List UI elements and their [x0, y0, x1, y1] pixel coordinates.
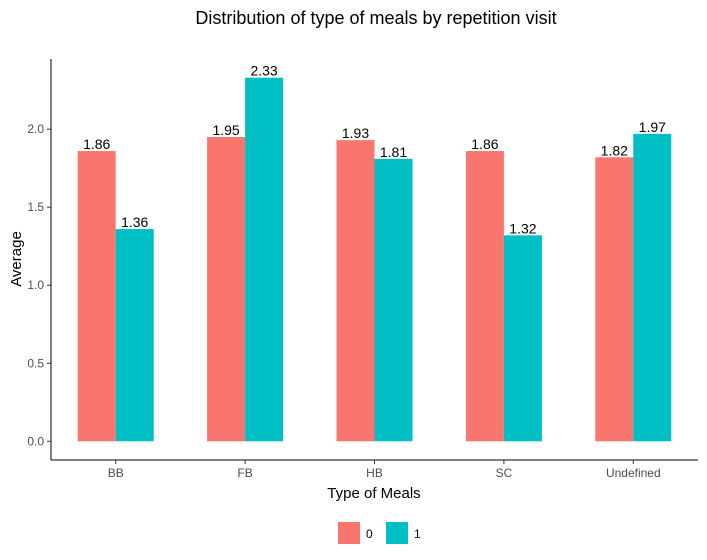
legend-key-series-1 [386, 522, 408, 544]
bar-bb-series-0 [77, 151, 116, 442]
x-tick-label-fb: FB [237, 466, 252, 480]
bar-undefined-series-1 [633, 133, 672, 442]
value-label-fb-series-0: 1.95 [212, 122, 239, 138]
y-ticks-layer: 0.0 0.5 1.0 1.5 2.0 [27, 122, 51, 448]
bar-undefined-series-0 [595, 157, 634, 442]
value-label-fb-series-1: 2.33 [250, 63, 277, 79]
bars-layer [77, 77, 672, 442]
y-tick-label: 1.0 [27, 278, 44, 292]
value-label-hb-series-1: 1.81 [380, 144, 407, 160]
value-label-sc-series-1: 1.32 [509, 220, 536, 236]
bar-bb-series-1 [115, 229, 154, 442]
y-tick-label: 0.0 [27, 434, 44, 448]
value-labels-layer: 1.86 1.36 1.95 2.33 1.93 1.81 1.86 1.32 1.82 1.97 [83, 63, 666, 237]
bar-fb-series-1 [245, 77, 284, 442]
legend-label-series-1: 1 [414, 527, 421, 541]
bar-sc-series-0 [465, 151, 504, 442]
x-ticks-layer: BB FB HB SC Undefined [108, 460, 661, 480]
bar-hb-series-1 [374, 158, 413, 442]
y-tick-label: 0.5 [27, 356, 44, 370]
bar-sc-series-1 [503, 235, 542, 442]
bar-fb-series-0 [207, 137, 246, 442]
value-label-bb-series-0: 1.86 [83, 136, 110, 152]
x-tick-label-hb: HB [366, 466, 383, 480]
bar-hb-series-0 [336, 140, 375, 442]
x-axis-title: Type of Meals [327, 485, 420, 502]
y-tick-label: 1.5 [27, 200, 44, 214]
value-label-undefined-series-0: 1.82 [601, 142, 628, 158]
value-label-sc-series-0: 1.86 [471, 136, 498, 152]
value-label-bb-series-1: 1.36 [121, 214, 148, 230]
value-label-hb-series-0: 1.93 [342, 125, 369, 141]
chart-title: Distribution of type of meals by repetit… [195, 8, 556, 28]
y-axis-title: Average [8, 231, 25, 287]
x-tick-label-bb: BB [108, 466, 124, 480]
legend-key-series-0 [338, 522, 360, 544]
value-label-undefined-series-1: 1.97 [639, 119, 666, 135]
legend-label-series-0: 0 [366, 527, 373, 541]
x-tick-label-sc: SC [496, 466, 513, 480]
x-tick-label-undefined: Undefined [606, 466, 661, 480]
y-tick-label: 2.0 [27, 122, 44, 136]
